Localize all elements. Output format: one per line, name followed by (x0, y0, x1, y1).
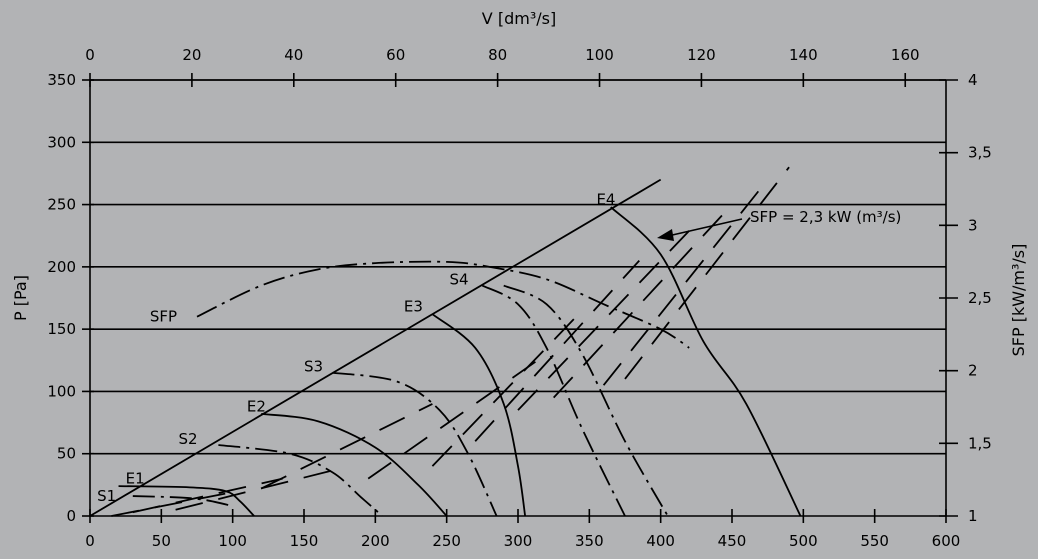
grid (90, 79, 946, 517)
top-tick-label: 0 (85, 46, 95, 64)
series-group (89, 166, 802, 517)
top-tick-label: 20 (182, 46, 201, 64)
x-tick-label: 150 (290, 532, 319, 550)
x-tick-label: 400 (646, 532, 675, 550)
annotation-arrow-line (667, 218, 743, 237)
x-tick-label: 50 (152, 532, 171, 550)
top-axis-title: V [dm³/s] (482, 9, 556, 28)
series-sfp-iso-line-10 (602, 179, 769, 386)
right-tick-label: 1 (968, 507, 978, 525)
series-label-s4: S4 (450, 270, 469, 288)
series-label-s1: S1 (97, 487, 116, 505)
series-label-e3: E3 (404, 298, 423, 316)
series-s3 (332, 371, 498, 517)
series-s2 (218, 444, 384, 517)
labels: E1 E2 E3 E4 S1 S2 S3 S4 SFP SFP = 2,3 kW (m³/s) (97, 191, 901, 505)
series-s1 (132, 495, 233, 507)
x-tick-label: 350 (575, 532, 604, 550)
series-label-s3: S3 (304, 358, 323, 376)
top-tick-label: 120 (687, 46, 716, 64)
x-tick-label: 600 (932, 532, 961, 550)
y-tick-label: 100 (47, 382, 76, 400)
series-label-sfp: SFP (150, 308, 177, 326)
series-sfp-iso-line-4 (260, 403, 433, 490)
right-tick-label: 3,5 (968, 144, 992, 162)
axes: 0 50 100 150 200 250 300 350 400 450 500 550 6000501… (11, 9, 1028, 550)
y-tick-label: 200 (47, 258, 76, 276)
x-tick-label: 550 (860, 532, 889, 550)
right-tick-label: 2 (968, 362, 978, 380)
x-tick-label: 200 (361, 532, 390, 550)
series-sfp-iso-line-2 (132, 477, 283, 514)
x-tick-label: 0 (85, 532, 95, 550)
y-axis-title: P [Pa] (11, 275, 30, 321)
series-s4 (481, 284, 626, 517)
x-tick-label: 250 (432, 532, 461, 550)
series-sfp-iso-line-11 (624, 166, 790, 380)
system-line (89, 178, 662, 517)
series-label-s2: S2 (178, 430, 197, 448)
x-tick-label: 300 (504, 532, 533, 550)
series-sfp (196, 260, 690, 349)
series-label-e4: E4 (596, 191, 615, 209)
series-e4 (610, 206, 802, 517)
top-tick-label: 100 (585, 46, 614, 64)
right-tick-label: 4 (968, 71, 978, 89)
y-tick-label: 350 (47, 71, 76, 89)
y-tick-label: 50 (57, 445, 76, 463)
top-tick-label: 160 (891, 46, 920, 64)
series-label-e2: E2 (247, 397, 266, 415)
series-e3 (431, 313, 527, 517)
sfp-annotation: SFP = 2,3 kW (m³/s) (750, 208, 901, 226)
series-sfp-iso-line-3 (175, 467, 340, 511)
series-sfp-iso-line-7 (474, 260, 640, 442)
series-sfp-iso-line-6 (431, 309, 583, 467)
top-tick-label: 60 (386, 46, 405, 64)
x-tick-label: 100 (218, 532, 247, 550)
top-tick-label: 40 (284, 46, 303, 64)
y-tick-label: 250 (47, 196, 76, 214)
y-tick-label: 0 (66, 507, 76, 525)
y-tick-label: 150 (47, 320, 76, 338)
right-tick-label: 1,5 (968, 434, 992, 452)
right-tick-label: 3 (968, 216, 978, 234)
right-axis-title: SFP [kW/m³/s] (1009, 244, 1028, 357)
series-e2 (261, 412, 448, 517)
x-tick-label: 450 (718, 532, 747, 550)
top-tick-label: 80 (488, 46, 507, 64)
series-sfp-iso-line-1 (111, 492, 226, 517)
top-tick-label: 140 (789, 46, 818, 64)
y-tick-label: 300 (47, 133, 76, 151)
right-tick-label: 2,5 (968, 289, 992, 307)
series-sfp-iso-line-5 (367, 353, 548, 480)
series-label-e1: E1 (126, 470, 145, 488)
annotation-arrow-head (657, 229, 674, 241)
x-tick-label: 500 (789, 532, 818, 550)
